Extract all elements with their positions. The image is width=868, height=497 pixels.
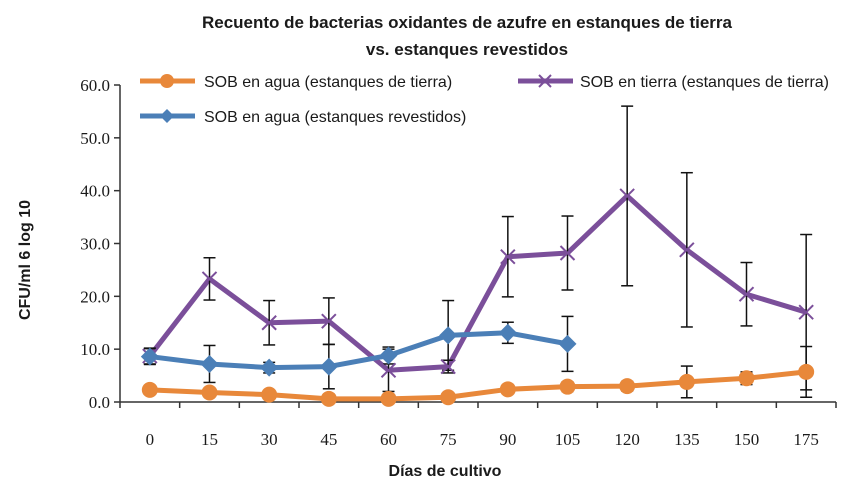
x-tick-label: 120 [614, 430, 640, 449]
axes: 0.0 10.0 20.0 30.0 40.0 50.0 60.0 0 15 30 45 60 75 90… [80, 76, 837, 449]
legend: SOB en agua (estanques de tierra) SOB en… [140, 74, 829, 126]
data-point-series-2 [559, 245, 576, 261]
legend-label-series-3: SOB en agua (estanques revestidos) [204, 109, 466, 126]
data-point-series-3 [558, 334, 577, 353]
legend-marker-series-2 [538, 74, 552, 88]
x-tick-label: 0 [146, 430, 155, 449]
data-point-series-3 [498, 323, 517, 342]
error-bars [143, 105, 813, 403]
x-tick-label: 90 [499, 430, 516, 449]
data-point-series-2 [619, 188, 635, 204]
data-point-series-1 [201, 384, 218, 401]
x-tick-label: 75 [440, 430, 457, 449]
data-point-series-2 [738, 286, 755, 302]
data-point-series-1 [380, 390, 397, 407]
data-point-series-1 [798, 363, 815, 380]
data-point-series-1 [440, 389, 457, 406]
x-axis-label: Días de cultivo [389, 463, 502, 480]
data-point-series-2 [380, 362, 397, 379]
data-point-series-3 [379, 346, 398, 365]
data-point-series-1 [678, 373, 695, 390]
data-point-series-1 [320, 390, 337, 407]
x-tick-label: 15 [201, 430, 218, 449]
series-line-2 [147, 193, 807, 373]
series-line-3 [149, 330, 568, 371]
data-point-series-3 [260, 358, 279, 377]
data-point-series-2 [321, 313, 337, 329]
data-point-series-1 [619, 378, 636, 395]
x-tick-label: 30 [261, 430, 278, 449]
x-tick-label: 105 [555, 430, 581, 449]
y-tick-label: 60.0 [80, 76, 110, 95]
legend-label-series-2: SOB en tierra (estanques de tierra) [580, 74, 829, 91]
y-axis-label: CFU/ml 6 log 10 [17, 200, 34, 320]
data-point-series-1 [499, 381, 516, 398]
y-tick-label: 10.0 [80, 340, 110, 359]
legend-marker-series-1 [160, 74, 174, 88]
data-point-series-2 [201, 271, 218, 287]
x-tick-label: 60 [380, 430, 397, 449]
data-point-series-2 [679, 242, 695, 258]
legend-label-series-1: SOB en agua (estanques de tierra) [204, 74, 452, 91]
data-point-series-1 [559, 378, 576, 395]
chart-title-line-2: vs. estanques revestidos [366, 40, 568, 59]
x-tick-label: 150 [734, 430, 760, 449]
y-tick-label: 50.0 [80, 129, 110, 148]
legend-marker-series-3 [160, 109, 174, 123]
x-tick-label: 135 [674, 430, 700, 449]
data-point-series-1 [738, 370, 755, 387]
data-point-series-3 [140, 347, 159, 366]
data-point-series-1 [141, 381, 158, 398]
y-tick-label: 30.0 [80, 235, 110, 254]
x-tick-label: 175 [793, 430, 819, 449]
data-point-series-2 [500, 249, 516, 265]
data-point-series-2 [798, 304, 814, 320]
data-point-series-1 [261, 386, 278, 403]
series-lines [147, 193, 807, 402]
y-tick-label: 0.0 [89, 393, 110, 412]
chart-title-line-1: Recuento de bacterias oxidantes de azufr… [202, 13, 733, 32]
data-point-series-3 [200, 354, 219, 373]
y-tick-label: 20.0 [80, 287, 110, 306]
data-point-series-2 [440, 358, 456, 375]
markers [140, 188, 815, 407]
data-point-series-2 [261, 315, 277, 331]
y-tick-label: 40.0 [80, 182, 110, 201]
data-point-series-3 [319, 357, 338, 376]
x-tick-label: 45 [320, 430, 337, 449]
data-point-series-3 [439, 326, 458, 345]
series-line-1 [149, 369, 807, 402]
